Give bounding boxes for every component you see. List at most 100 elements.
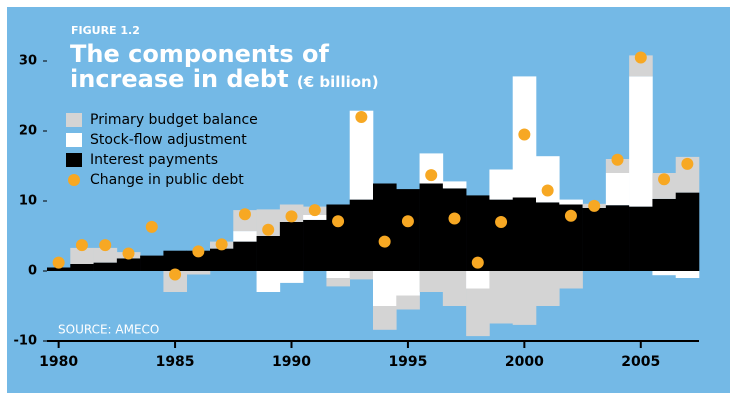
dot xyxy=(541,184,554,197)
legend-label: Primary budget balance xyxy=(90,112,258,128)
bar-segment xyxy=(186,250,211,271)
dot xyxy=(145,220,158,233)
bar-segment xyxy=(605,173,630,206)
chart-title: The components of increase in debt xyxy=(70,40,329,93)
bar-segment xyxy=(675,156,700,193)
bar-segment xyxy=(629,76,653,207)
dot xyxy=(658,173,671,186)
bar-segment xyxy=(349,271,374,280)
dot xyxy=(99,239,112,252)
bar-segment xyxy=(559,271,583,289)
dot xyxy=(378,235,391,248)
bar-segment xyxy=(442,271,467,306)
dot xyxy=(192,245,205,258)
y-tick-label: 10 xyxy=(19,194,37,209)
bar-segment xyxy=(326,271,351,278)
bar-segment xyxy=(489,271,514,324)
bar-segment xyxy=(70,247,94,264)
bar-segment xyxy=(512,197,537,271)
dot xyxy=(238,208,251,221)
bar-segment xyxy=(419,183,444,271)
dot xyxy=(355,111,368,123)
bar-segment xyxy=(466,271,490,289)
dot xyxy=(611,153,624,166)
legend-swatch xyxy=(66,113,82,127)
x-tick-label: 1985 xyxy=(156,354,195,370)
bar-segment xyxy=(233,231,257,242)
bar-segment xyxy=(559,204,583,271)
bar-segment xyxy=(489,199,514,271)
dot xyxy=(75,239,88,252)
bar-segment xyxy=(652,198,677,271)
dot xyxy=(471,256,484,269)
bar-segment xyxy=(582,208,607,271)
legend-label: Stock-flow adjustment xyxy=(90,132,247,148)
bar-segment xyxy=(442,188,467,271)
legend-swatch xyxy=(66,153,82,167)
bar-segment xyxy=(373,271,397,306)
legend-label: Change in public debt xyxy=(90,172,244,188)
dot xyxy=(332,215,345,228)
bar-segment xyxy=(349,110,374,200)
bar-segment xyxy=(116,258,141,271)
dot xyxy=(448,212,461,225)
bar-segment xyxy=(396,295,420,310)
bar-segment xyxy=(233,241,257,271)
bar-segment xyxy=(396,189,420,271)
bar-segment xyxy=(466,288,490,337)
dot xyxy=(518,128,531,141)
bar-segment xyxy=(605,159,630,173)
bar-segment xyxy=(419,271,444,292)
bar-segment xyxy=(373,183,397,271)
bar-segment xyxy=(559,199,583,205)
bar-segment xyxy=(279,222,304,271)
x-tick-label: 1980 xyxy=(39,354,78,370)
dot xyxy=(425,169,438,182)
bar-segment xyxy=(442,181,467,189)
bar-segment xyxy=(536,202,560,271)
x-tick-label: 1995 xyxy=(388,354,427,370)
bar-segment xyxy=(256,271,281,292)
dot xyxy=(401,215,414,228)
bar-segment xyxy=(70,264,94,271)
dot xyxy=(285,210,298,223)
x-tick-label: 1990 xyxy=(272,354,311,370)
bar-segment xyxy=(186,271,211,275)
bar-segment xyxy=(210,248,234,271)
bar-segment xyxy=(629,55,653,77)
dot xyxy=(308,204,321,217)
legend-swatch xyxy=(66,133,82,147)
x-tick-label: 2005 xyxy=(621,354,660,370)
dot xyxy=(588,199,601,212)
y-tick-label: -10 xyxy=(14,334,38,349)
bar-segment xyxy=(326,278,351,287)
dot xyxy=(262,223,275,236)
bar-segment xyxy=(163,271,188,292)
bar-segment xyxy=(349,199,374,271)
dot xyxy=(215,238,228,251)
bar-segment xyxy=(629,206,653,271)
y-tick-label: 30 xyxy=(19,54,37,69)
dot xyxy=(634,51,647,64)
y-tick-label: 20 xyxy=(19,124,37,139)
bar-segment xyxy=(303,215,327,220)
bar-segment xyxy=(93,262,118,271)
dot xyxy=(564,209,577,222)
bar-segment xyxy=(256,236,281,271)
bar-segment xyxy=(605,205,630,271)
dot xyxy=(52,256,65,269)
bar-segment xyxy=(536,271,560,306)
bar-segment xyxy=(279,271,304,283)
legend-swatch xyxy=(68,174,80,186)
bar-segment xyxy=(512,271,537,325)
dot xyxy=(169,268,182,281)
dot xyxy=(681,157,694,170)
bar-segment xyxy=(326,204,351,271)
bar-segment xyxy=(489,169,514,200)
source: SOURCE: AMECO xyxy=(58,323,159,337)
figure-label: FIGURE 1.2 xyxy=(71,24,140,37)
bar-segment xyxy=(675,192,700,271)
bar-segment xyxy=(303,219,327,271)
